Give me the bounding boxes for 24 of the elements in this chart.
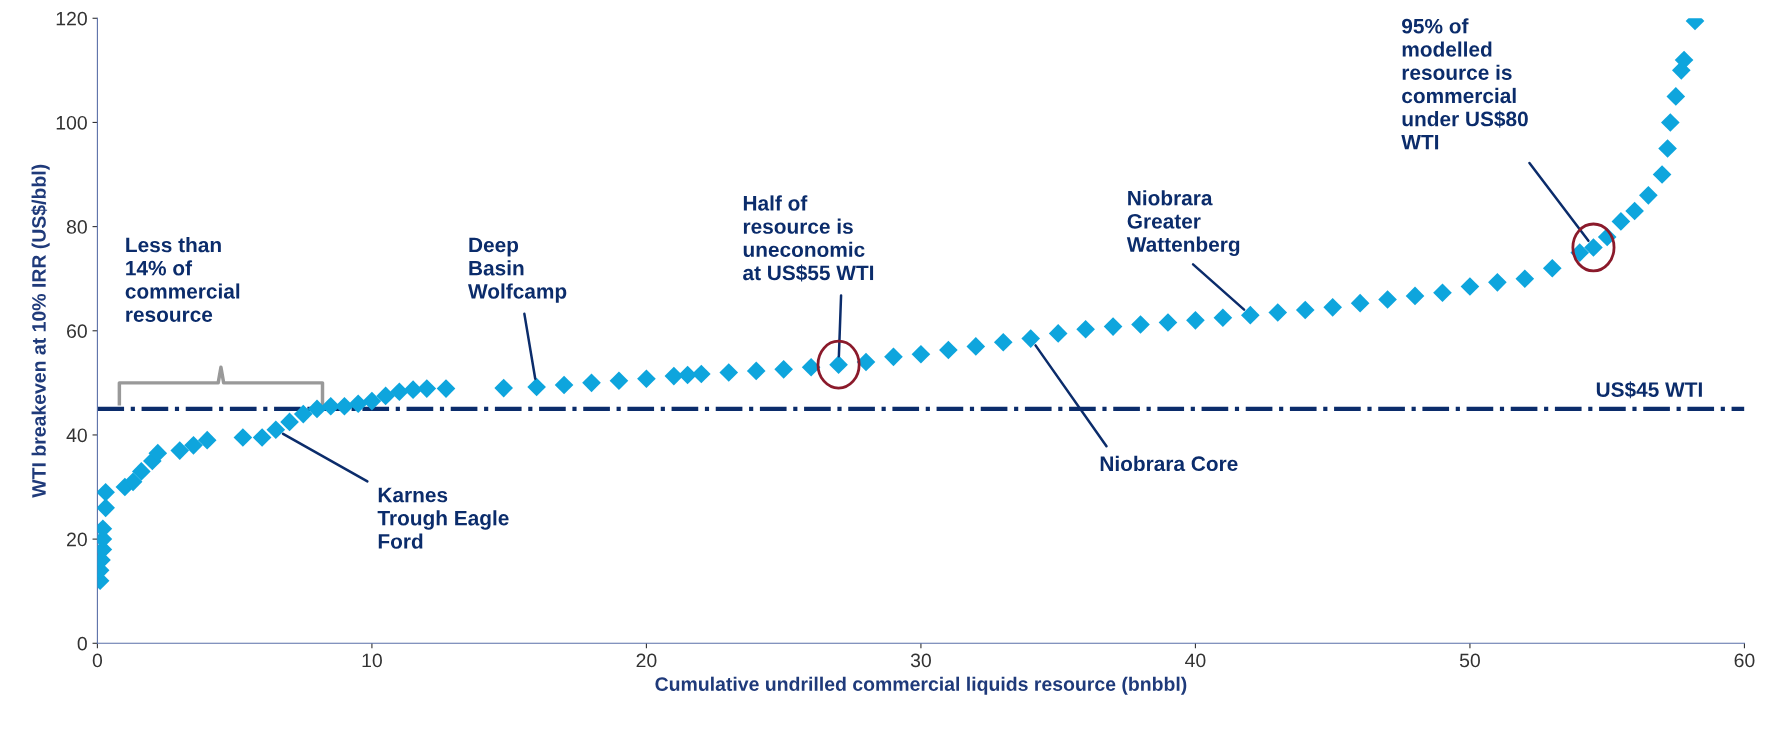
- annotation: Less than 14% of commercial resource: [125, 237, 240, 322]
- y-axis-title: WTI breakeven at 10% IRR (US$/bbl): [31, 164, 50, 498]
- y-tick-label: 0: [77, 636, 87, 651]
- y-tick-label: 60: [67, 324, 87, 339]
- annotation: Deep Basin Wolfcamp: [468, 237, 567, 303]
- x-tick-label: 0: [92, 653, 103, 668]
- y-tick-label: 120: [56, 11, 87, 26]
- ref-line-label: US$45 WTI: [1596, 381, 1702, 399]
- annotation: Karnes Trough Eagle Ford: [377, 487, 509, 549]
- y-tick-label: 80: [66, 220, 87, 234]
- x-tick-label: 30: [910, 653, 931, 668]
- y-tick-label: 40: [66, 428, 87, 443]
- x-tick-label: 10: [362, 653, 382, 668]
- x-tick-label: 50: [1459, 653, 1480, 668]
- x-tick-label: 60: [1734, 653, 1755, 668]
- annotation: 95% of modelled resource is commercial under US$80 WTI: [1401, 18, 1528, 150]
- annotation: Niobrara Greater Wattenberg: [1126, 190, 1240, 257]
- x-tick-label: 20: [636, 653, 657, 668]
- annotation: Half of resource is uneconomic at US$55 WTI: [743, 195, 874, 282]
- y-tick-label: 100: [56, 115, 87, 130]
- x-tick-label: 40: [1185, 653, 1206, 668]
- x-axis-title: Cumulative undrilled commercial liquids resource (bnbbl): [655, 676, 1187, 695]
- y-tick-label: 20: [67, 532, 87, 547]
- annotation: Niobrara Core: [1100, 455, 1238, 472]
